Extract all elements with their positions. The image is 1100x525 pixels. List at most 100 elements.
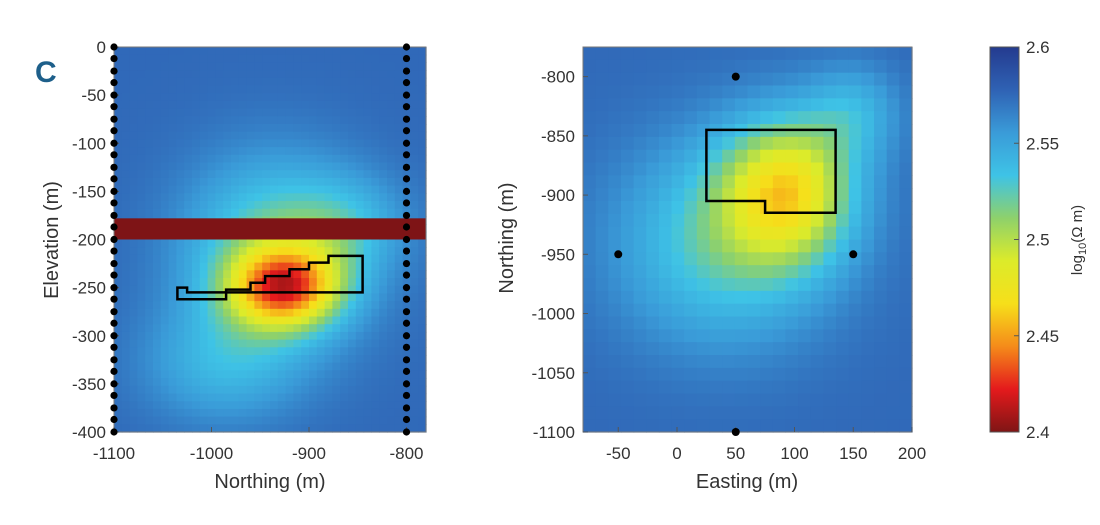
heatmap-cell [798, 213, 812, 228]
heatmap-cell [671, 329, 685, 343]
heatmap-cell [145, 177, 154, 187]
electrode-dot [402, 103, 411, 111]
heatmap-cell [646, 380, 660, 395]
heatmap-cell [238, 385, 248, 395]
heatmap-cell [402, 324, 411, 333]
heatmap-cell [595, 316, 609, 330]
heatmap-cell [153, 339, 162, 348]
heatmap-cell [114, 124, 123, 133]
heatmap-cell [886, 419, 900, 433]
heatmap-cell [246, 47, 255, 56]
heatmap-cell [285, 147, 294, 156]
heatmap-cell [184, 201, 193, 210]
heatmap-cell [899, 419, 913, 433]
heatmap-cell [861, 393, 875, 407]
electrode-dot [110, 428, 118, 436]
heatmap-cell [238, 162, 248, 171]
heatmap-cell [379, 170, 388, 179]
heatmap-cell [861, 316, 875, 330]
heatmap-cell [246, 100, 255, 110]
heatmap-cell [254, 270, 263, 279]
heatmap-cell [671, 111, 685, 125]
heatmap-cell [340, 85, 349, 94]
heatmap-cell [684, 201, 698, 215]
heatmap-cell [254, 416, 263, 425]
heatmap-cell [747, 136, 761, 151]
heatmap-cell [238, 185, 248, 194]
x-tick-label: 50 [726, 444, 745, 463]
heatmap-cell [418, 239, 427, 248]
heatmap-cell [348, 193, 357, 202]
heatmap-cell [129, 77, 138, 87]
heatmap-cell [145, 378, 154, 387]
heatmap-cell [316, 147, 326, 156]
heatmap-cell [184, 177, 193, 187]
heatmap-cell [199, 85, 209, 94]
heatmap-cell [137, 347, 146, 356]
heatmap-cell [176, 401, 185, 410]
heatmap-cell [747, 111, 761, 125]
heatmap-cell [262, 108, 271, 117]
heatmap-cell [192, 139, 201, 148]
heatmap-cell [238, 293, 248, 302]
heatmap-cell [215, 177, 224, 187]
heatmap-cell [394, 139, 404, 148]
heatmap-cell [646, 265, 660, 279]
heatmap-cell [114, 278, 123, 287]
heatmap-cell [348, 154, 357, 164]
heatmap-cell [355, 201, 365, 210]
colorbar-tick-label: 2.45 [1026, 327, 1059, 346]
heatmap-cell [192, 293, 201, 302]
heatmap-cell [620, 226, 635, 241]
heatmap-cell [810, 329, 825, 343]
heatmap-cell [270, 208, 279, 217]
heatmap-cell [223, 416, 232, 425]
heatmap-cell [810, 85, 825, 99]
heatmap-cell [121, 208, 131, 217]
heatmap-cell [387, 385, 396, 395]
heatmap-cell [340, 70, 349, 79]
heatmap-cell [402, 85, 411, 94]
heatmap-cell [254, 247, 263, 256]
heatmap-cell [379, 62, 388, 71]
heatmap-cell [316, 331, 326, 341]
heatmap-cell [684, 342, 698, 356]
heatmap-cell [270, 424, 279, 433]
heatmap-cell [379, 193, 388, 202]
heatmap-cell [223, 100, 232, 110]
heatmap-cell [608, 213, 622, 228]
heatmap-cell [348, 293, 357, 302]
heatmap-cell [371, 408, 380, 418]
heatmap-cell [309, 85, 318, 94]
heatmap-cell [176, 301, 185, 310]
heatmap-cell [145, 54, 154, 63]
heatmap-cell [848, 213, 862, 228]
heatmap-cell [734, 367, 749, 382]
heatmap-cell [238, 239, 248, 248]
heatmap-cell [760, 226, 774, 241]
heatmap-cell [371, 116, 380, 125]
heatmap-cell [418, 62, 427, 71]
heatmap-cell [129, 54, 138, 63]
heatmap-cell [277, 139, 287, 148]
heatmap-cell [309, 408, 318, 418]
heatmap-cell [363, 393, 372, 402]
heatmap-cell [223, 316, 232, 325]
heatmap-cell [285, 162, 294, 171]
heatmap-cell [363, 177, 372, 187]
heatmap-cell [254, 408, 263, 418]
heatmap-cell [633, 278, 647, 292]
heatmap-cell [129, 154, 138, 164]
heatmap-cell [379, 378, 388, 387]
heatmap-cell [772, 85, 787, 99]
heatmap-cell [238, 362, 248, 371]
heatmap-cell [168, 324, 177, 333]
heatmap-cell [684, 188, 698, 202]
heatmap-cell [270, 147, 279, 156]
heatmap-cell [114, 254, 123, 264]
heatmap-cell [387, 316, 396, 325]
heatmap-cell [387, 362, 396, 371]
heatmap-cell [810, 111, 825, 125]
heatmap-cell [285, 401, 294, 410]
heatmap-cell [379, 416, 388, 425]
